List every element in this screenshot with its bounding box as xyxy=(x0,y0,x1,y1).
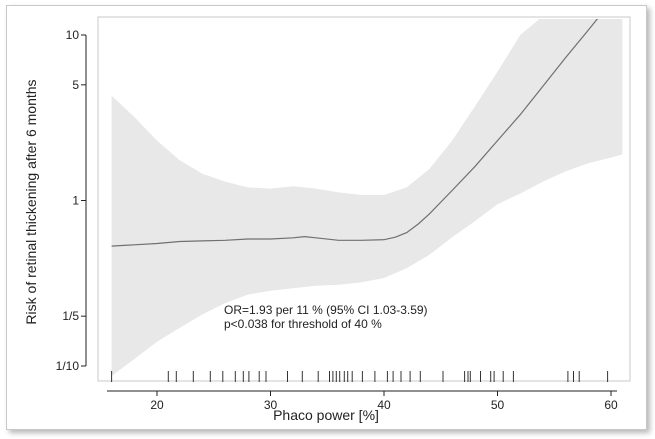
chart-svg: 20 30 40 50 60 10 5 1 1/5 1/10 Phaco power [%] R… xyxy=(23,16,631,423)
y-tick-label: 10 xyxy=(66,28,80,42)
y-tick-label: 1/5 xyxy=(62,309,79,323)
x-tick-label: 30 xyxy=(264,398,278,412)
y-axis-title: Risk of retinal thickening after 6 month… xyxy=(23,79,39,324)
estimate-line xyxy=(111,19,599,247)
confidence-band xyxy=(111,19,623,376)
y-tick-label: 1 xyxy=(72,194,79,208)
x-tick-label: 40 xyxy=(377,398,391,412)
y-tick-label: 5 xyxy=(72,78,79,92)
annotation-p-value: p<0.038 for threshold of 40 % xyxy=(224,317,382,331)
x-tick-label: 20 xyxy=(150,398,164,412)
x-tick-label: 60 xyxy=(604,398,618,412)
y-tick-label: 1/10 xyxy=(56,359,80,373)
annotation-odds-ratio: OR=1.93 per 11 % (95% CI 1.03-3.59) xyxy=(224,303,428,317)
x-tick-label: 50 xyxy=(491,398,505,412)
x-axis-title: Phaco power [%] xyxy=(273,407,379,423)
chart-frame: 20 30 40 50 60 10 5 1 1/5 1/10 Phaco power [%] R… xyxy=(6,5,647,430)
plot-area-border xyxy=(97,16,631,382)
